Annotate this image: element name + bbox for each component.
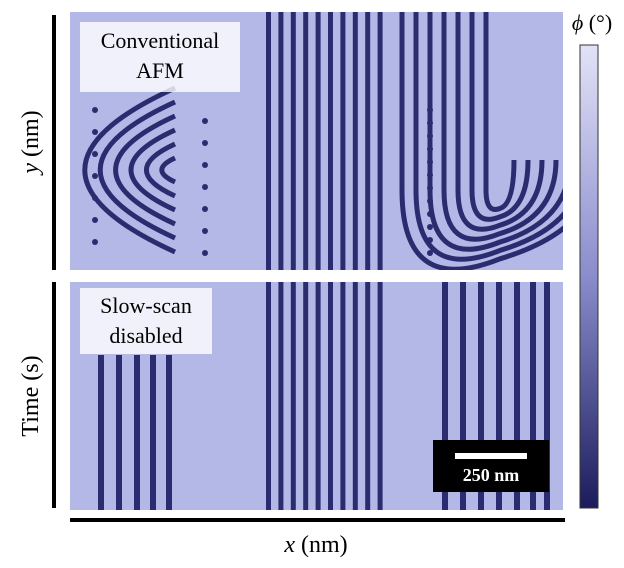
axis-bar <box>52 282 56 508</box>
panel-label: Slow-scan <box>100 293 192 318</box>
panel-label: Conventional <box>101 28 220 53</box>
domain-stripe <box>427 146 433 152</box>
domain-stripe <box>202 140 208 146</box>
domain-stripe <box>340 282 345 510</box>
domain-stripe <box>202 206 208 212</box>
colorbar-symbol: ϕ <box>572 10 583 35</box>
x-axis-label: x (nm) <box>283 532 347 558</box>
domain-stripe <box>427 159 433 165</box>
y-axis-label: Time (s) <box>18 355 44 436</box>
domain-stripe <box>365 282 370 510</box>
domain-stripe <box>202 250 208 256</box>
domain-stripe <box>278 12 283 270</box>
domain-stripe <box>353 282 358 510</box>
domain-stripe <box>134 355 140 510</box>
domain-stripe <box>278 282 283 510</box>
axis-symbol: x <box>283 532 295 558</box>
domain-stripe <box>378 282 383 510</box>
colorbar-unit: (°) <box>589 10 612 35</box>
domain-stripe <box>328 12 333 270</box>
domain-stripe <box>92 173 98 179</box>
panel-label: disabled <box>109 323 182 348</box>
domain-stripe <box>328 282 333 510</box>
domain-stripe <box>202 184 208 190</box>
domain-stripe <box>427 185 433 191</box>
domain-stripe <box>92 151 98 157</box>
colorbar-label: ϕ (°) <box>572 10 612 35</box>
axis-unit: (nm) <box>18 110 44 157</box>
domain-stripe <box>365 12 370 270</box>
domain-stripe <box>202 162 208 168</box>
domain-stripe <box>427 237 433 243</box>
axis-bar <box>70 518 565 522</box>
domain-stripe <box>166 355 172 510</box>
domain-stripe <box>427 172 433 178</box>
panel-label: AFM <box>136 58 184 83</box>
domain-stripe <box>303 282 308 510</box>
domain-stripe <box>427 250 433 256</box>
axis-unit: (nm) <box>301 532 348 558</box>
domain-stripe <box>202 228 208 234</box>
domain-stripe <box>427 107 433 113</box>
domain-stripe <box>92 129 98 135</box>
domain-stripe <box>340 12 345 270</box>
domain-stripe <box>92 217 98 223</box>
colorbar <box>580 45 598 508</box>
scale-bar-label: 250 nm <box>463 465 520 485</box>
domain-stripe <box>266 282 271 510</box>
domain-stripe <box>291 282 296 510</box>
domain-stripe <box>92 195 98 201</box>
domain-stripe <box>378 12 383 270</box>
axis-bar <box>52 15 56 270</box>
domain-stripe <box>150 355 156 510</box>
figure: Conventional AFM Slow-scan disabled 250 … <box>0 0 624 563</box>
y-axis-label: y (nm) <box>18 110 44 175</box>
domain-stripe <box>427 224 433 230</box>
scale-bar <box>455 453 527 459</box>
domain-stripe <box>92 107 98 113</box>
domain-stripe <box>266 12 271 270</box>
domain-stripe <box>353 12 358 270</box>
axis-symbol: y <box>18 163 44 176</box>
domain-stripe <box>316 12 321 270</box>
domain-stripe <box>316 282 321 510</box>
domain-stripe <box>303 12 308 270</box>
domain-stripe <box>92 239 98 245</box>
domain-stripe <box>98 355 104 510</box>
domain-stripe <box>427 133 433 139</box>
domain-stripe <box>427 211 433 217</box>
domain-stripe <box>291 12 296 270</box>
domain-stripe <box>202 118 208 124</box>
domain-stripe <box>427 120 433 126</box>
domain-stripe <box>427 198 433 204</box>
domain-stripe <box>116 355 122 510</box>
